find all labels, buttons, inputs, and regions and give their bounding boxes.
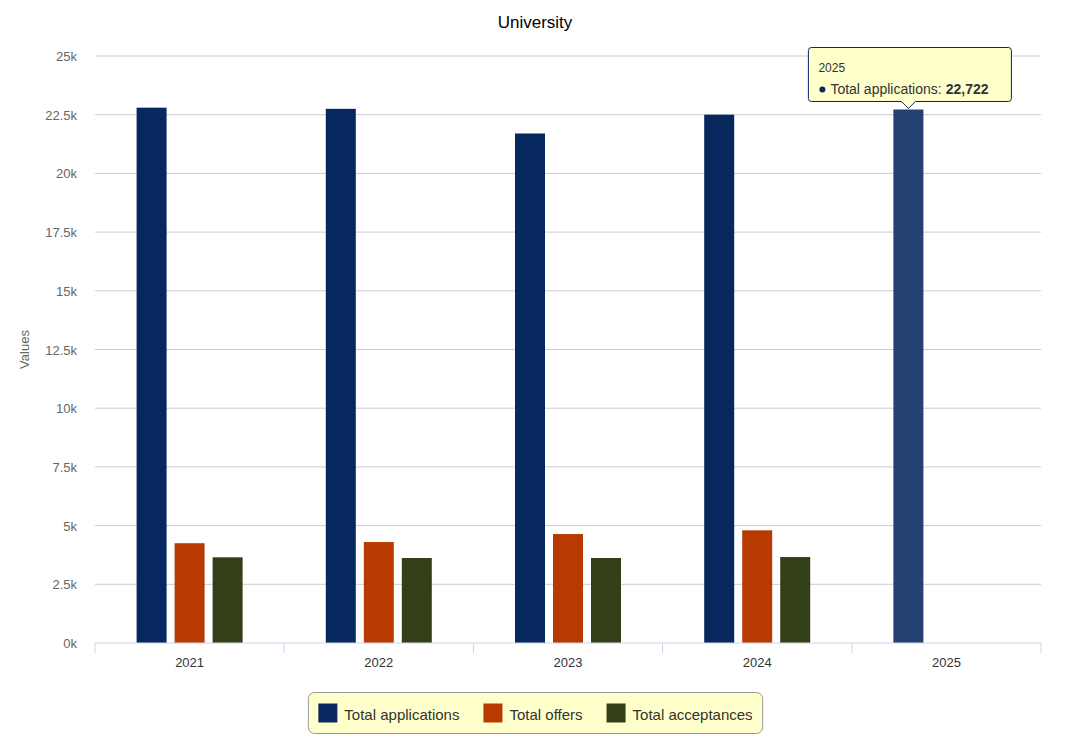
bar [326,109,356,643]
x-axis-line [95,643,1041,644]
x-tick-label: 2025 [932,655,961,670]
legend-swatch [483,704,502,723]
x-tick-mark [473,643,474,653]
bar [515,133,545,643]
x-tick-mark [1041,643,1042,653]
bar [704,115,734,643]
y-tick-label: 0k [63,636,77,651]
tooltip-bullet [819,86,825,92]
tooltip-value: 22,722 [946,81,989,97]
legend-swatch [607,704,626,723]
x-tick-label: 2024 [743,655,772,670]
bar [591,558,621,643]
bars [137,108,924,643]
y-tick-label: 2.5k [52,577,77,592]
chart-title: University [498,13,573,32]
legend-box [308,693,762,734]
tooltip: 2025 Total applications: 22,722 [808,47,1011,108]
x-tick-mark [851,643,852,653]
legend: Total applications Total offers Total acce… [308,693,762,734]
y-tick-label: 20k [56,166,77,181]
legend-label: Total acceptances [633,706,753,723]
bar [893,109,923,643]
legend-label: Total applications [344,706,459,723]
bar [402,558,432,643]
bar [780,557,810,643]
tooltip-title: 2025 [818,61,845,75]
y-tick-label: 7.5k [52,460,77,475]
bar [553,534,583,643]
x-tick-label: 2021 [175,655,204,670]
y-tick-label: 15k [56,284,77,299]
y-tick-label: 22.5k [45,108,77,123]
bar [137,108,167,643]
y-tick-label: 17.5k [45,225,77,240]
tooltip-box [808,47,1011,108]
y-tick-label: 5k [63,519,77,534]
y-tick-label: 25k [56,49,77,64]
chart: University 0k 2.5k 5k 7.5k 10k 12.5k 15k 17.5k 20… [0,0,1070,754]
x-tick-label: 2022 [364,655,393,670]
y-tick-label: 10k [56,401,77,416]
x-tick-mark [662,643,663,653]
y-axis-title: Values [17,330,32,369]
legend-swatch [318,704,337,723]
tooltip-text: Total applications: [830,81,941,97]
x-tick-mark [95,643,96,653]
x-tick-mark [284,643,285,653]
bar [364,542,394,643]
bar [175,543,205,643]
x-tick-label: 2023 [554,655,583,670]
bar [213,557,243,643]
y-tick-label: 12.5k [45,343,77,358]
bar [742,530,772,643]
legend-label: Total offers [509,706,582,723]
